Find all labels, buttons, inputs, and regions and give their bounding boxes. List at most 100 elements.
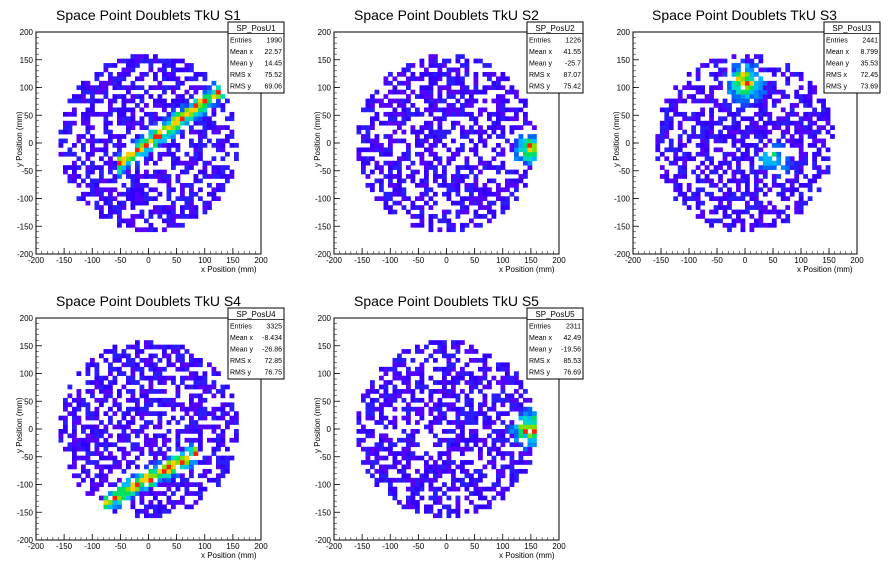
heat-cell (148, 513, 154, 519)
heat-cell (103, 111, 109, 117)
heat-cell (108, 433, 113, 439)
heat-cell (162, 411, 167, 416)
heat-cell (153, 227, 158, 233)
heat-cell (85, 111, 91, 117)
heat-cell (419, 349, 425, 354)
heat-cell (446, 437, 452, 443)
heat-cell (496, 103, 501, 108)
heat-cell (460, 375, 465, 381)
heat-cell (446, 393, 452, 399)
heat-cell (727, 227, 732, 233)
heat-cell (99, 384, 104, 390)
heat-cell (487, 160, 492, 166)
heat-cell (736, 196, 741, 202)
heat-cell (130, 196, 136, 202)
heat-cell (695, 116, 701, 122)
heat-cell (433, 134, 438, 139)
heat-cell (72, 429, 77, 434)
heat-cell (455, 513, 461, 519)
heat-cell (108, 160, 113, 166)
heat-cell (514, 375, 519, 381)
heat-cell (762, 134, 768, 139)
heat-cell (139, 98, 145, 104)
heat-cell (225, 138, 230, 144)
heat-cell (749, 76, 755, 82)
heat-cell (482, 138, 488, 144)
heat-cell (709, 94, 714, 99)
heat-cell (798, 129, 804, 135)
heat-cell (406, 380, 411, 385)
heat-cell (794, 205, 800, 210)
heat-cell (153, 169, 158, 175)
heat-cell (85, 200, 91, 206)
heat-cell (180, 191, 185, 197)
heat-cell (99, 482, 104, 488)
heat-cell (401, 375, 407, 381)
heat-cell (496, 437, 501, 443)
heat-cell (478, 125, 483, 130)
heat-cell (374, 420, 380, 425)
heat-cell (379, 455, 384, 461)
heat-cell (135, 147, 140, 153)
heat-cell (825, 169, 831, 175)
heat-cell (144, 156, 149, 162)
heat-cell (162, 116, 167, 122)
heat-cell (139, 151, 145, 157)
heat-cell (464, 486, 470, 492)
heat-cell (406, 455, 411, 461)
heat-cell (812, 151, 817, 157)
heat-cell (162, 508, 167, 514)
heat-cell (700, 151, 705, 157)
heat-cell (455, 165, 461, 170)
heat-cell (527, 415, 533, 421)
heat-cell (81, 455, 86, 461)
heat-cell (496, 397, 501, 403)
heat-cell (112, 85, 118, 91)
heat-cell (175, 393, 181, 399)
heat-cell (433, 460, 438, 465)
heat-cell (673, 160, 679, 166)
heat-cell (505, 116, 510, 122)
heat-cell (682, 129, 688, 135)
heat-cell (514, 147, 519, 153)
heat-cell (460, 411, 465, 416)
heat-cell (442, 58, 447, 64)
heat-cell (207, 103, 212, 108)
heat-cell (496, 165, 501, 170)
heat-cell (451, 103, 456, 108)
heat-cell (117, 218, 122, 224)
heat-cell (464, 111, 470, 117)
heat-cell (798, 125, 804, 130)
heat-cell (157, 375, 163, 381)
heat-cell (126, 125, 131, 130)
heat-cell (428, 134, 434, 139)
heat-cell (749, 191, 755, 197)
heat-cell (162, 397, 167, 403)
heat-cell (464, 209, 470, 215)
heat-cell (193, 103, 199, 108)
heat-cell (90, 182, 95, 188)
heat-cell (798, 169, 804, 175)
heat-cell (794, 103, 800, 108)
heat-cell (718, 187, 723, 193)
heat-cell (736, 214, 741, 219)
heat-cell (108, 178, 113, 184)
heat-cell (473, 486, 479, 492)
heat-cell (451, 446, 456, 452)
heat-cell (370, 473, 375, 479)
heat-cell (202, 94, 208, 99)
heat-cell (722, 209, 728, 215)
heat-cell (509, 129, 515, 135)
heat-cell (505, 362, 510, 368)
heat-cell (812, 160, 817, 166)
heat-cell (682, 98, 688, 104)
heat-cell (406, 437, 411, 443)
heat-cell (117, 477, 122, 483)
heat-cell (148, 402, 154, 408)
heat-cell (753, 205, 759, 210)
heat-cell (117, 209, 122, 215)
heat-cell (767, 80, 773, 86)
heat-cell (745, 63, 750, 68)
heat-cell (523, 169, 528, 175)
heat-cell (731, 111, 737, 117)
